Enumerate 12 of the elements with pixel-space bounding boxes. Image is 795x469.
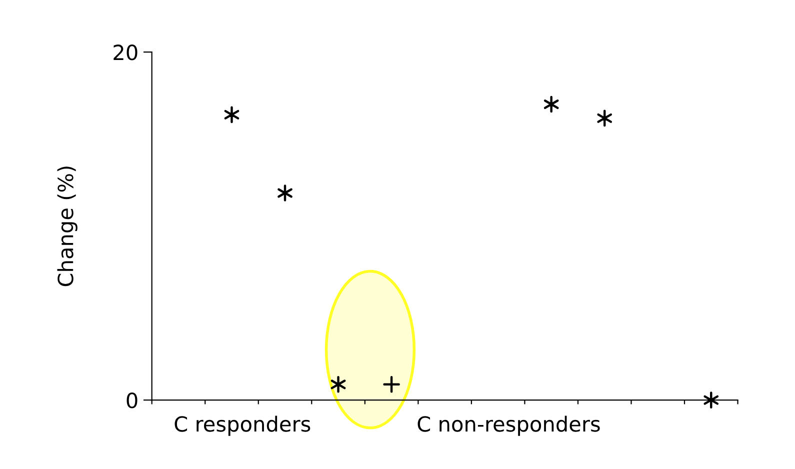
text: C non-responders: [418, 416, 600, 436]
point: [383, 376, 400, 393]
point: [704, 392, 719, 408]
point: [544, 96, 559, 113]
point: [224, 106, 240, 124]
point: [330, 376, 346, 393]
point: [597, 110, 612, 127]
y-axis-title: Change (%): [57, 166, 78, 286]
y-tick-label: 0: [126, 392, 138, 408]
text: C responders: [174, 416, 310, 436]
y-tick-label: 20: [114, 44, 138, 60]
point: [278, 184, 292, 202]
